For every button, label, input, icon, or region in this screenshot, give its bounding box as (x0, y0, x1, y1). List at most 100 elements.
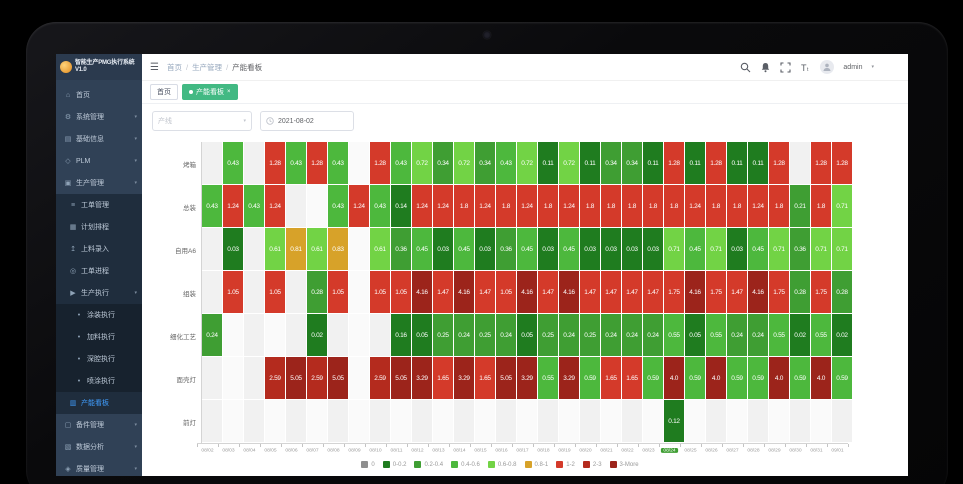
heatmap-cell: 3.29 (517, 357, 537, 399)
user-avatar[interactable] (820, 60, 835, 74)
heatmap-cell: 0.81 (286, 228, 306, 270)
bell-icon[interactable] (760, 62, 771, 73)
sidebar-item-production[interactable]: ▣ 生产管理 ▾ (56, 172, 142, 194)
heatmap-cell: 0.45 (517, 228, 537, 270)
tab-产能看板[interactable]: 产能看板 × (182, 84, 238, 100)
heatmap-cell: 1.28 (307, 142, 327, 184)
heatmap-cell: 0.03 (538, 228, 558, 270)
sidebar-item-label: 产能看板 (81, 400, 109, 407)
row-label: 组装 (183, 290, 196, 298)
x-axis-label: 08/20 (579, 448, 592, 453)
page-content: 产线 ▾ 2021-08-02 烤箱 0.43 1.28 0.43 1.28 0.43 1.… (142, 104, 908, 476)
x-axis-label: 08/28 (747, 448, 760, 453)
heatmap-cell: 0.36 (496, 228, 516, 270)
heatmap-cell: 0.24 (496, 314, 516, 356)
x-axis-label: 08/02 (201, 448, 214, 453)
app-screen: 智能生产PMG执行系统V1.0 ⌂ 首页 ⚙ 系统管理 ▾ ▤ 基础信息 ▾ ◇ PLM ▾ ▣ 生产管… (56, 54, 908, 476)
collapse-menu-icon[interactable]: ☰ (150, 61, 159, 73)
sidebar-item-work-progress[interactable]: ◎ 工单进程 (56, 260, 142, 282)
sidebar-item-feeding-exec[interactable]: • 加料执行 (56, 326, 142, 348)
heatmap-cell: 1.24 (412, 185, 432, 227)
heatmap-cell: 0.43 (223, 142, 243, 184)
sidebar-item-capacity-board[interactable]: ▥ 产能看板 (56, 392, 142, 414)
sidebar-item-spare-parts[interactable]: ▢ 备件管理 ▾ (56, 414, 142, 436)
heatmap-cell (328, 314, 348, 356)
info-grid-icon: ▤ (64, 136, 72, 143)
heatmap-cell: 0.43 (202, 185, 222, 227)
heatmap-cell: 4.16 (454, 271, 474, 313)
breadcrumb-separator: / (185, 62, 189, 72)
heatmap-cell: 0.28 (790, 271, 810, 313)
x-axis-label: 08/23 (642, 448, 655, 453)
heatmap-cell (223, 400, 243, 442)
heatmap-cell (307, 185, 327, 227)
row-label: 烤箱 (183, 161, 196, 169)
sidebar-item-cavity-exec[interactable]: • 深腔执行 (56, 348, 142, 370)
heatmap-cell (496, 400, 516, 442)
heatmap-cell: 1.47 (601, 271, 621, 313)
heatmap-cell: 0.24 (559, 314, 579, 356)
user-menu-caret-icon[interactable]: ▾ (871, 64, 874, 70)
heatmap-cell: 0.72 (559, 142, 579, 184)
sidebar-item-base-info[interactable]: ▤ 基础信息 ▾ (56, 128, 142, 150)
heatmap-cell: 1.8 (580, 185, 600, 227)
heatmap-cell: 1.24 (517, 185, 537, 227)
diamond-icon: ◇ (65, 158, 71, 165)
row-label: 自用A6 (175, 247, 196, 255)
heatmap-cell: 0.61 (370, 228, 390, 270)
breadcrumb-production[interactable]: 生产管理 (192, 62, 223, 72)
heatmap-row: 自用A6 0.03 0.61 0.81 0.61 0.83 0.61 0.36 0.45 0.03… (150, 228, 908, 271)
sidebar-item-work-order[interactable]: ≡ 工单管理 (56, 194, 142, 216)
heatmap-row-cells: 1.05 1.05 0.28 1.05 1.05 1.05 4.16 1.47 4.16 1.47… (201, 271, 853, 314)
heatmap-cell: 0.03 (223, 228, 243, 270)
fullscreen-icon[interactable] (780, 61, 791, 73)
sidebar-item-spray-exec[interactable]: • 喷涂执行 (56, 370, 142, 392)
heatmap-cell: 0.45 (748, 228, 768, 270)
sidebar-item-coating-exec[interactable]: • 涂装执行 (56, 304, 142, 326)
sidebar-item-material-input[interactable]: ↥ 上料录入 (56, 238, 142, 260)
x-axis-label: 09/01 (831, 448, 844, 453)
legend-swatch (609, 461, 617, 468)
heatmap-cell: 1.65 (601, 357, 621, 399)
heatmap-cell (244, 314, 264, 356)
tab-bar: 首页 产能看板 × (142, 81, 908, 104)
tab-label: 产能看板 (196, 89, 224, 96)
sidebar-item-plm[interactable]: ◇ PLM ▾ (56, 150, 142, 172)
x-axis-label: 08/07 (306, 448, 319, 453)
close-icon[interactable]: × (227, 89, 231, 95)
x-axis-line (197, 443, 848, 444)
sidebar-item-execution[interactable]: ▶ 生产执行 ▾ (56, 282, 142, 304)
heatmap-cell: 0.24 (643, 314, 663, 356)
x-axis-label: 08/18 (537, 448, 550, 453)
gear-icon: ⚙ (64, 114, 72, 121)
heatmap-row: 面壳灯 2.59 5.05 2.59 5.05 2.59 5.05 3.29 1.65 3.29 1… (150, 357, 908, 400)
heatmap-cell: 1.05 (391, 271, 411, 313)
sidebar-item-quality[interactable]: ◈ 质量管理 ▾ (56, 458, 142, 476)
heatmap-cell: 0.24 (454, 314, 474, 356)
sidebar-item-system[interactable]: ⚙ 系统管理 ▾ (56, 106, 142, 128)
heatmap-cell (769, 400, 789, 442)
sidebar-item-data-analysis[interactable]: ▧ 数据分析 ▾ (56, 436, 142, 458)
heatmap-cell: 0.03 (433, 228, 453, 270)
legend-swatch (361, 461, 369, 468)
heatmap-cell (349, 400, 369, 442)
breadcrumb-home[interactable]: 首页 (166, 62, 182, 72)
x-axis-ticks (197, 444, 849, 447)
quality-icon: ◈ (65, 466, 71, 473)
x-axis-label: 08/27 (726, 448, 739, 453)
heatmap-cell (391, 400, 411, 442)
x-axis-label: 08/09 (348, 448, 361, 453)
sidebar-item-schedule[interactable]: ▦ 计划排程 (56, 216, 142, 238)
heatmap-cell: 0.72 (517, 142, 537, 184)
heatmap-cell: 0.55 (664, 314, 684, 356)
search-icon[interactable] (740, 62, 751, 73)
heatmap-cell: 0.34 (475, 142, 495, 184)
line-select[interactable]: 产线 ▾ (152, 111, 252, 131)
tab-首页[interactable]: 首页 (150, 84, 178, 100)
sidebar-item-home[interactable]: ⌂ 首页 (56, 84, 142, 106)
heatmap-cell (286, 314, 306, 356)
date-picker[interactable]: 2021-08-02 (260, 111, 354, 131)
heatmap-cell: 1.24 (748, 185, 768, 227)
heatmap-cell: 4.16 (748, 271, 768, 313)
